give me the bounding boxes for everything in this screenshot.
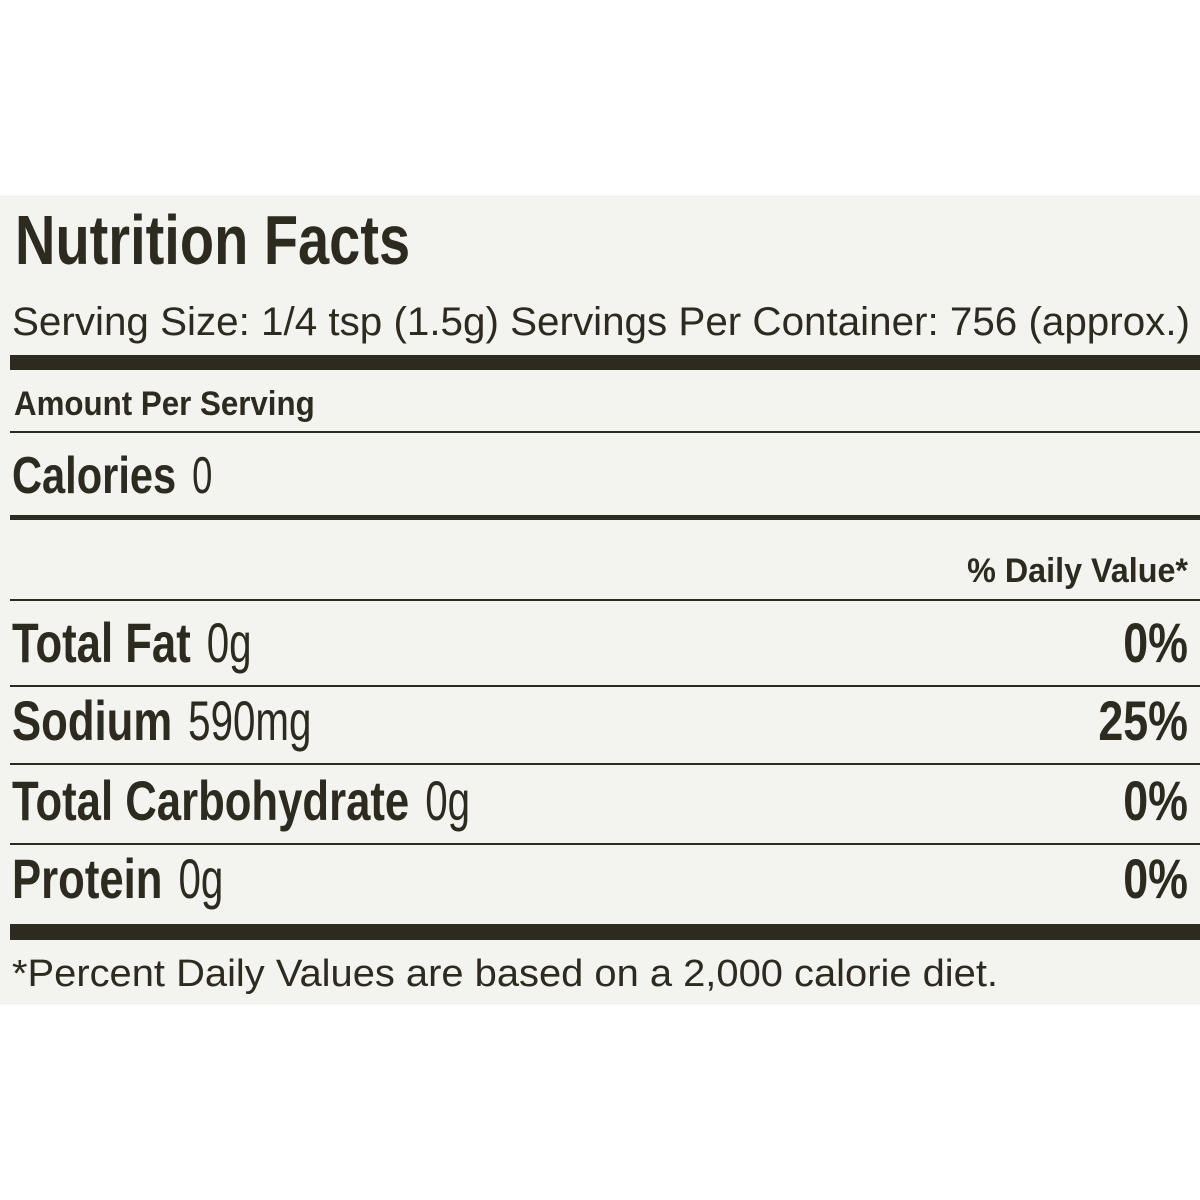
- medium-rule: [10, 515, 1200, 520]
- nutrient-amount: 0g: [207, 611, 252, 674]
- daily-value: 0%: [1123, 611, 1188, 674]
- footnote: *Percent Daily Values are based on a 2,0…: [12, 953, 998, 995]
- nutrient-rows: Total Fat 0g 0% Sodium 590mg 25% Total Carbohy…: [10, 611, 1200, 910]
- nutrient-amount: 0g: [425, 769, 470, 832]
- nutrient-name: Total Carbohydrate: [12, 769, 409, 832]
- thin-rule: [10, 763, 1200, 765]
- daily-value: 0%: [1123, 847, 1188, 910]
- nutrient-amount: 590mg: [188, 689, 311, 752]
- thick-rule: [10, 924, 1200, 940]
- calories-value: 0: [192, 447, 212, 505]
- thin-rule: [10, 599, 1200, 601]
- nutrient-amount: 0g: [178, 847, 223, 910]
- thin-rule: [10, 431, 1200, 433]
- calories-label: Calories: [12, 447, 176, 505]
- thin-rule: [10, 843, 1200, 845]
- daily-value: 0%: [1123, 769, 1188, 832]
- amount-per-serving: Amount Per Serving: [14, 385, 315, 423]
- nutrient-name: Protein: [12, 847, 162, 910]
- thick-rule: [10, 355, 1200, 370]
- serving-info: Serving Size: 1/4 tsp (1.5g) Servings Pe…: [12, 300, 1190, 344]
- nutrient-name: Sodium: [12, 689, 172, 752]
- nutrient-name: Total Fat: [12, 611, 191, 674]
- daily-value-header: % Daily Value*: [967, 552, 1189, 590]
- thin-rule: [10, 685, 1200, 687]
- title: Nutrition Facts: [15, 201, 410, 279]
- daily-value: 25%: [1098, 689, 1188, 752]
